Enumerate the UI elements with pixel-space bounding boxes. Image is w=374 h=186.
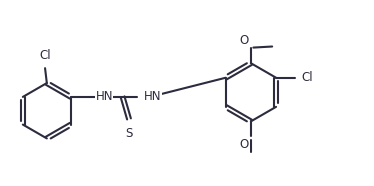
Text: O: O xyxy=(240,138,249,151)
Text: O: O xyxy=(240,33,249,46)
Text: Cl: Cl xyxy=(39,49,51,62)
Text: HN: HN xyxy=(95,90,113,103)
Text: Cl: Cl xyxy=(301,71,313,84)
Text: S: S xyxy=(125,127,133,140)
Text: HN: HN xyxy=(144,90,162,103)
